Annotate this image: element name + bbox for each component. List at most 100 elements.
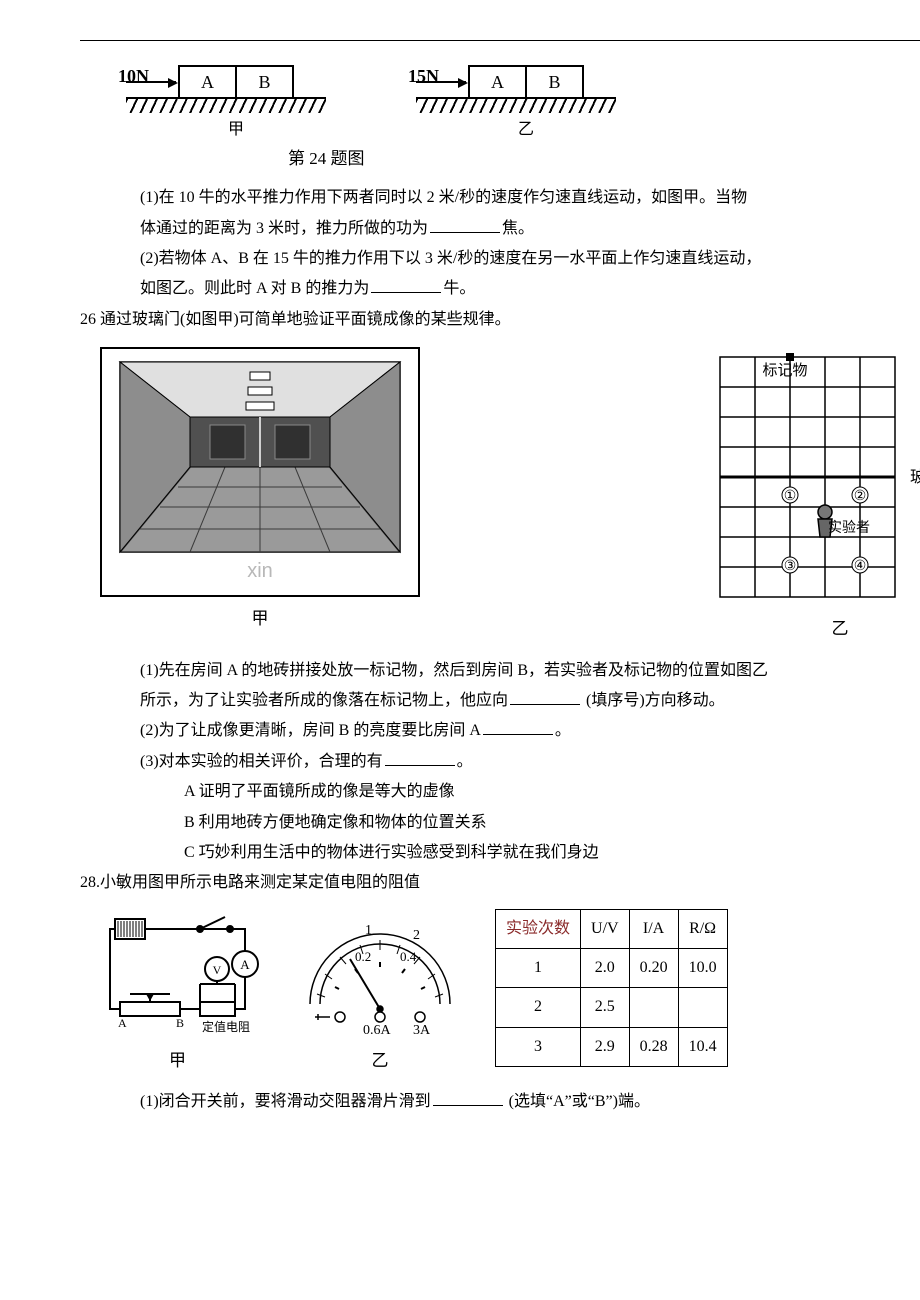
sub-label: 乙 bbox=[518, 115, 534, 145]
fig28-table: 实验次数 U/V I/A R/Ω 12.00.2010.022.532.90.2… bbox=[495, 909, 728, 1068]
text: (1)先在房间 A 的地砖拼接处放一标记物，然后到房间 B，若实验者及标记物的位… bbox=[140, 662, 768, 679]
fig26-sub-right: 乙 bbox=[680, 613, 920, 645]
data-table: 实验次数 U/V I/A R/Ω 12.00.2010.022.532.90.2… bbox=[495, 909, 728, 1068]
fig24-left: 10N A B 甲 bbox=[108, 59, 338, 139]
text: 牛。 bbox=[443, 280, 475, 297]
fig28-sub-left: 甲 bbox=[90, 1045, 265, 1077]
svg-text:2: 2 bbox=[413, 928, 420, 943]
q24-part1: (1)在 10 牛的水平推力作用下两者同时以 2 米/秒的速度作匀速直线运动，如… bbox=[80, 183, 920, 213]
box-b: B bbox=[525, 65, 584, 99]
blank[interactable] bbox=[430, 216, 500, 233]
q24-part2b: 如图乙。则此时 A 对 B 的推力为 牛。 bbox=[80, 274, 920, 304]
fig26: xin 甲 标记物 bbox=[100, 347, 920, 645]
blank[interactable] bbox=[433, 1089, 503, 1106]
fig28-ammeter: 1 2 0.2 0.4 0.6A 3A 乙 bbox=[295, 909, 465, 1077]
svg-text:玻璃门: 玻璃门 bbox=[910, 468, 920, 486]
fig24: 10N A B 甲 15N A B 乙 第 24 题图 bbox=[108, 59, 920, 175]
text: (选填“A”或“B”)端。 bbox=[509, 1093, 650, 1110]
q24-part2: (2)若物体 A、B 在 15 牛的推力作用下以 3 米/秒的速度在另一水平面上… bbox=[80, 244, 920, 274]
box-b: B bbox=[235, 65, 294, 99]
svg-text:②: ② bbox=[854, 489, 867, 504]
text: 。 bbox=[457, 753, 473, 770]
table-cell: 10.4 bbox=[678, 1027, 727, 1066]
page-number: 3 bbox=[80, 1157, 920, 1186]
fig26-diagram: 标记物 房 间 A 玻璃门 房 间 B 实验者 ① ② ③ bbox=[680, 347, 920, 645]
svg-text:实验者: 实验者 bbox=[828, 520, 870, 536]
svg-text:④: ④ bbox=[854, 559, 867, 574]
text: 。 bbox=[555, 722, 571, 739]
fig24-right: 15N A B 乙 bbox=[398, 59, 628, 139]
text: (2)若物体 A、B 在 15 牛的推力作用下以 3 米/秒的速度在另一水平面上… bbox=[140, 250, 761, 267]
svg-text:标记物: 标记物 bbox=[762, 362, 807, 379]
ground-hatch bbox=[416, 99, 616, 113]
svg-text:B: B bbox=[176, 1016, 184, 1030]
svg-text:定值电阻: 定值电阻 bbox=[202, 1019, 250, 1034]
svg-text:0.4: 0.4 bbox=[400, 949, 417, 964]
table-cell: 3 bbox=[496, 1027, 581, 1066]
q26-stem: 26 通过玻璃门(如图甲)可简单地验证平面镜成像的某些规律。 bbox=[80, 305, 920, 335]
svg-text:③: ③ bbox=[784, 559, 797, 574]
table-cell: 0.20 bbox=[629, 949, 678, 988]
text: (3)对本实验的相关评价，合理的有 bbox=[140, 753, 383, 770]
q26-optB: B 利用地砖方便地确定像和物体的位置关系 bbox=[80, 808, 920, 838]
th-r: R/Ω bbox=[678, 909, 727, 948]
text: (2)为了让成像更清晰，房间 B 的亮度要比房间 A bbox=[140, 722, 481, 739]
table-cell bbox=[678, 988, 727, 1027]
fig28: A V A B 定值电阻 甲 bbox=[90, 909, 920, 1077]
fig26-photo: xin 甲 bbox=[100, 347, 420, 635]
table-row: 12.00.2010.0 bbox=[496, 949, 728, 988]
q26-p3: (3)对本实验的相关评价，合理的有 。 bbox=[80, 747, 920, 777]
table-row: 22.5 bbox=[496, 988, 728, 1027]
blank[interactable] bbox=[385, 749, 455, 766]
fig28-sub-mid: 乙 bbox=[295, 1045, 465, 1077]
text: 体通过的距离为 3 米时，推力所做的功为 bbox=[140, 220, 428, 237]
q26-optA: A 证明了平面镜所成的像是等大的虚像 bbox=[80, 777, 920, 807]
table-cell: 1 bbox=[496, 949, 581, 988]
text: 焦。 bbox=[502, 220, 534, 237]
table-row: 32.90.2810.4 bbox=[496, 1027, 728, 1066]
svg-text:A: A bbox=[240, 957, 250, 972]
q26-p1a: (1)先在房间 A 的地砖拼接处放一标记物，然后到房间 B，若实验者及标记物的位… bbox=[80, 656, 920, 686]
fig26-sub-left: 甲 bbox=[100, 603, 420, 635]
q28-stem: 28.小敏用图甲所示电路来测定某定值电阻的阻值 bbox=[80, 868, 920, 898]
svg-text:1: 1 bbox=[365, 923, 372, 938]
force-label: 15N bbox=[408, 59, 439, 93]
force-arrow bbox=[126, 81, 176, 83]
ground-hatch bbox=[126, 99, 326, 113]
fig28-circuit: A V A B 定值电阻 甲 bbox=[90, 909, 265, 1077]
svg-text:①: ① bbox=[784, 489, 797, 504]
text: (1)在 10 牛的水平推力作用下两者同时以 2 米/秒的速度作匀速直线运动，如… bbox=[140, 189, 747, 206]
text: (填序号)方向移动。 bbox=[586, 692, 725, 709]
table-cell: 0.28 bbox=[629, 1027, 678, 1066]
th-u: U/V bbox=[581, 909, 630, 948]
text: 如图乙。则此时 A 对 B 的推力为 bbox=[140, 280, 369, 297]
box-a: A bbox=[178, 65, 237, 99]
table-cell: 10.0 bbox=[678, 949, 727, 988]
force-label: 10N bbox=[118, 59, 149, 93]
table-cell bbox=[629, 988, 678, 1027]
table-cell: 2.9 bbox=[581, 1027, 630, 1066]
table-header-row: 实验次数 U/V I/A R/Ω bbox=[496, 909, 728, 948]
table-cell: 2 bbox=[496, 988, 581, 1027]
svg-text:A: A bbox=[118, 1016, 127, 1030]
table-cell: 2.5 bbox=[581, 988, 630, 1027]
box-a: A bbox=[468, 65, 527, 99]
svg-text:0.6A: 0.6A bbox=[363, 1023, 392, 1038]
blank[interactable] bbox=[483, 718, 553, 735]
blank[interactable] bbox=[371, 276, 441, 293]
svg-text:xin: xin bbox=[247, 560, 273, 582]
svg-text:3A: 3A bbox=[413, 1023, 431, 1038]
svg-text:V: V bbox=[213, 963, 222, 977]
sub-label: 甲 bbox=[228, 115, 244, 145]
q24-part1b: 体通过的距离为 3 米时，推力所做的功为 焦。 bbox=[80, 214, 920, 244]
th-exp: 实验次数 bbox=[496, 909, 581, 948]
th-i: I/A bbox=[629, 909, 678, 948]
blank[interactable] bbox=[510, 688, 580, 705]
q28-p1: (1)闭合开关前，要将滑动交阻器滑片滑到 (选填“A”或“B”)端。 bbox=[80, 1087, 920, 1117]
text: (1)闭合开关前，要将滑动交阻器滑片滑到 bbox=[140, 1093, 431, 1110]
top-rule bbox=[80, 40, 920, 41]
table-cell: 2.0 bbox=[581, 949, 630, 988]
q26-p1b: 所示，为了让实验者所成的像落在标记物上，他应向 (填序号)方向移动。 bbox=[80, 686, 920, 716]
q26-optC: C 巧妙利用生活中的物体进行实验感受到科学就在我们身边 bbox=[80, 838, 920, 868]
force-arrow bbox=[416, 81, 466, 83]
